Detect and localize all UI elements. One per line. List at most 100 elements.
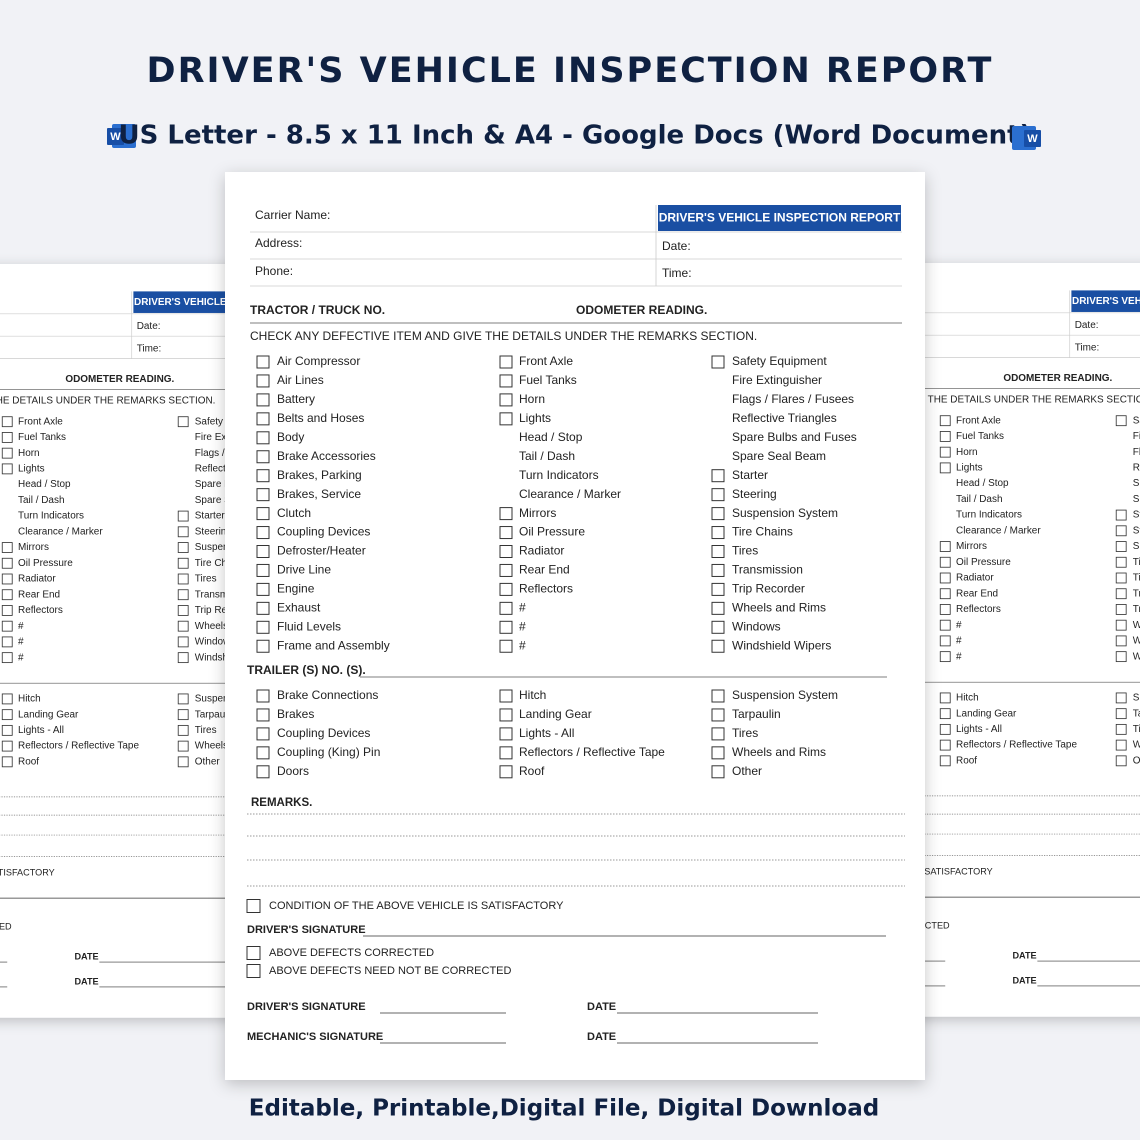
checkbox <box>711 620 725 634</box>
checkbox <box>177 416 189 428</box>
item-label: Doors <box>277 764 309 778</box>
checkbox <box>1115 541 1127 552</box>
checkbox <box>256 545 270 558</box>
checkbox <box>177 557 189 569</box>
item-label: Tires <box>732 544 758 558</box>
item-label: Starter <box>732 468 768 482</box>
item-label: Mirrors <box>18 542 49 553</box>
item-label: Oil Pressure <box>519 525 585 539</box>
item-label: Radiator <box>18 574 56 585</box>
not-needed-label: ABOVE DEFECTS NEED NOT BE CORRECTED <box>269 965 512 977</box>
item-label: Reflectors / Reflective Tape <box>18 741 139 752</box>
item-label: Lights - All <box>956 724 1002 735</box>
item-label: Hitch <box>519 688 546 702</box>
item-label: Tarpaulin <box>195 709 235 720</box>
item-label: # <box>956 620 962 631</box>
checkbox <box>177 636 189 648</box>
item-label: Roof <box>956 755 977 766</box>
item-label: Horn <box>18 448 40 459</box>
item-label: Landing Gear <box>519 707 592 721</box>
item-label: Drive Line <box>277 563 331 577</box>
checkbox <box>1115 692 1127 704</box>
checkbox <box>1 756 13 768</box>
checkbox <box>1115 572 1127 584</box>
checkbox <box>1 620 13 632</box>
item-label: Wheels and Rims <box>732 745 826 759</box>
item-label: Radiator <box>956 573 994 584</box>
checkbox <box>1115 619 1127 631</box>
checkbox <box>256 431 270 445</box>
checkbox <box>939 415 951 427</box>
item-label: Fire Extinguisher <box>1133 431 1140 442</box>
item-label: Head / Stop <box>956 478 1009 489</box>
form-title: DRIVER'S VEHICLE INSPECTION REPORT <box>1072 296 1140 307</box>
item-label: Head / Stop <box>18 479 71 490</box>
checkbox <box>939 556 951 568</box>
checkbox <box>939 462 951 474</box>
item-label: Landing Gear <box>18 709 79 720</box>
checkbox <box>711 582 725 596</box>
item-label: Starter <box>195 511 226 522</box>
checkbox <box>1115 415 1127 427</box>
item-label: # <box>519 638 526 652</box>
item-label: Coupling (King) Pin <box>277 745 380 759</box>
checkbox <box>1 432 13 443</box>
date-label: Date: <box>662 239 691 253</box>
item-label: Rear End <box>519 563 570 577</box>
checkbox <box>1 589 13 601</box>
checkbox <box>256 689 270 703</box>
checkbox <box>939 541 951 552</box>
time-label: Time: <box>662 266 692 280</box>
checkbox <box>256 765 270 779</box>
item-label: # <box>519 601 526 615</box>
checkbox <box>939 604 951 615</box>
checkbox <box>177 589 189 601</box>
item-label: # <box>18 652 24 663</box>
item-label: Engine <box>277 582 315 596</box>
item-label: Front Axle <box>956 415 1001 426</box>
item-label: Fuel Tanks <box>18 432 66 443</box>
item-label: Steering <box>1133 525 1140 536</box>
item-label: Lights <box>18 464 45 475</box>
item-label: Suspension System <box>732 506 838 520</box>
checkbox <box>1 447 13 459</box>
checkbox <box>1 542 13 553</box>
time-label: Time: <box>137 343 162 354</box>
item-label: Oil Pressure <box>18 558 73 569</box>
item-label: Trip Recorder <box>732 582 805 596</box>
checkbox <box>711 639 725 653</box>
form-title: DRIVER'S VEHICLE INSPECTION REPORT <box>659 211 901 225</box>
date-field-label: DATE <box>74 976 98 986</box>
title-box <box>658 205 901 231</box>
checkbox <box>1 636 13 648</box>
checkbox <box>1 724 13 736</box>
checkbox <box>1115 739 1127 751</box>
item-label: Horn <box>956 447 978 458</box>
checkbox <box>256 412 270 426</box>
checkbox <box>499 355 513 369</box>
item-label: Air Compressor <box>277 354 360 368</box>
checkbox <box>499 639 513 653</box>
checkbox <box>177 693 189 705</box>
checkbox <box>177 526 189 538</box>
date-field-label: DATE <box>1012 975 1036 985</box>
item-label: Tarpaulin <box>1133 708 1140 719</box>
item-label: Defroster/Heater <box>277 544 366 558</box>
item-label: Tires <box>1133 724 1140 735</box>
word-icon: W <box>107 124 136 148</box>
item-label: Fire Extinguisher <box>732 373 822 387</box>
item-label: Clearance / Marker <box>18 526 103 537</box>
checkbox <box>711 765 725 779</box>
svg-text:W: W <box>110 131 121 143</box>
checkbox <box>1 573 13 585</box>
item-label: Windshield Wipers <box>1133 651 1140 662</box>
item-label: Windshield Wipers <box>732 638 831 652</box>
title-box <box>1071 290 1140 312</box>
item-label: Tail / Dash <box>956 494 1002 505</box>
item-label: Head / Stop <box>519 430 583 444</box>
checkbox <box>256 601 270 615</box>
checkbox <box>177 542 189 553</box>
checkbox <box>256 393 270 407</box>
